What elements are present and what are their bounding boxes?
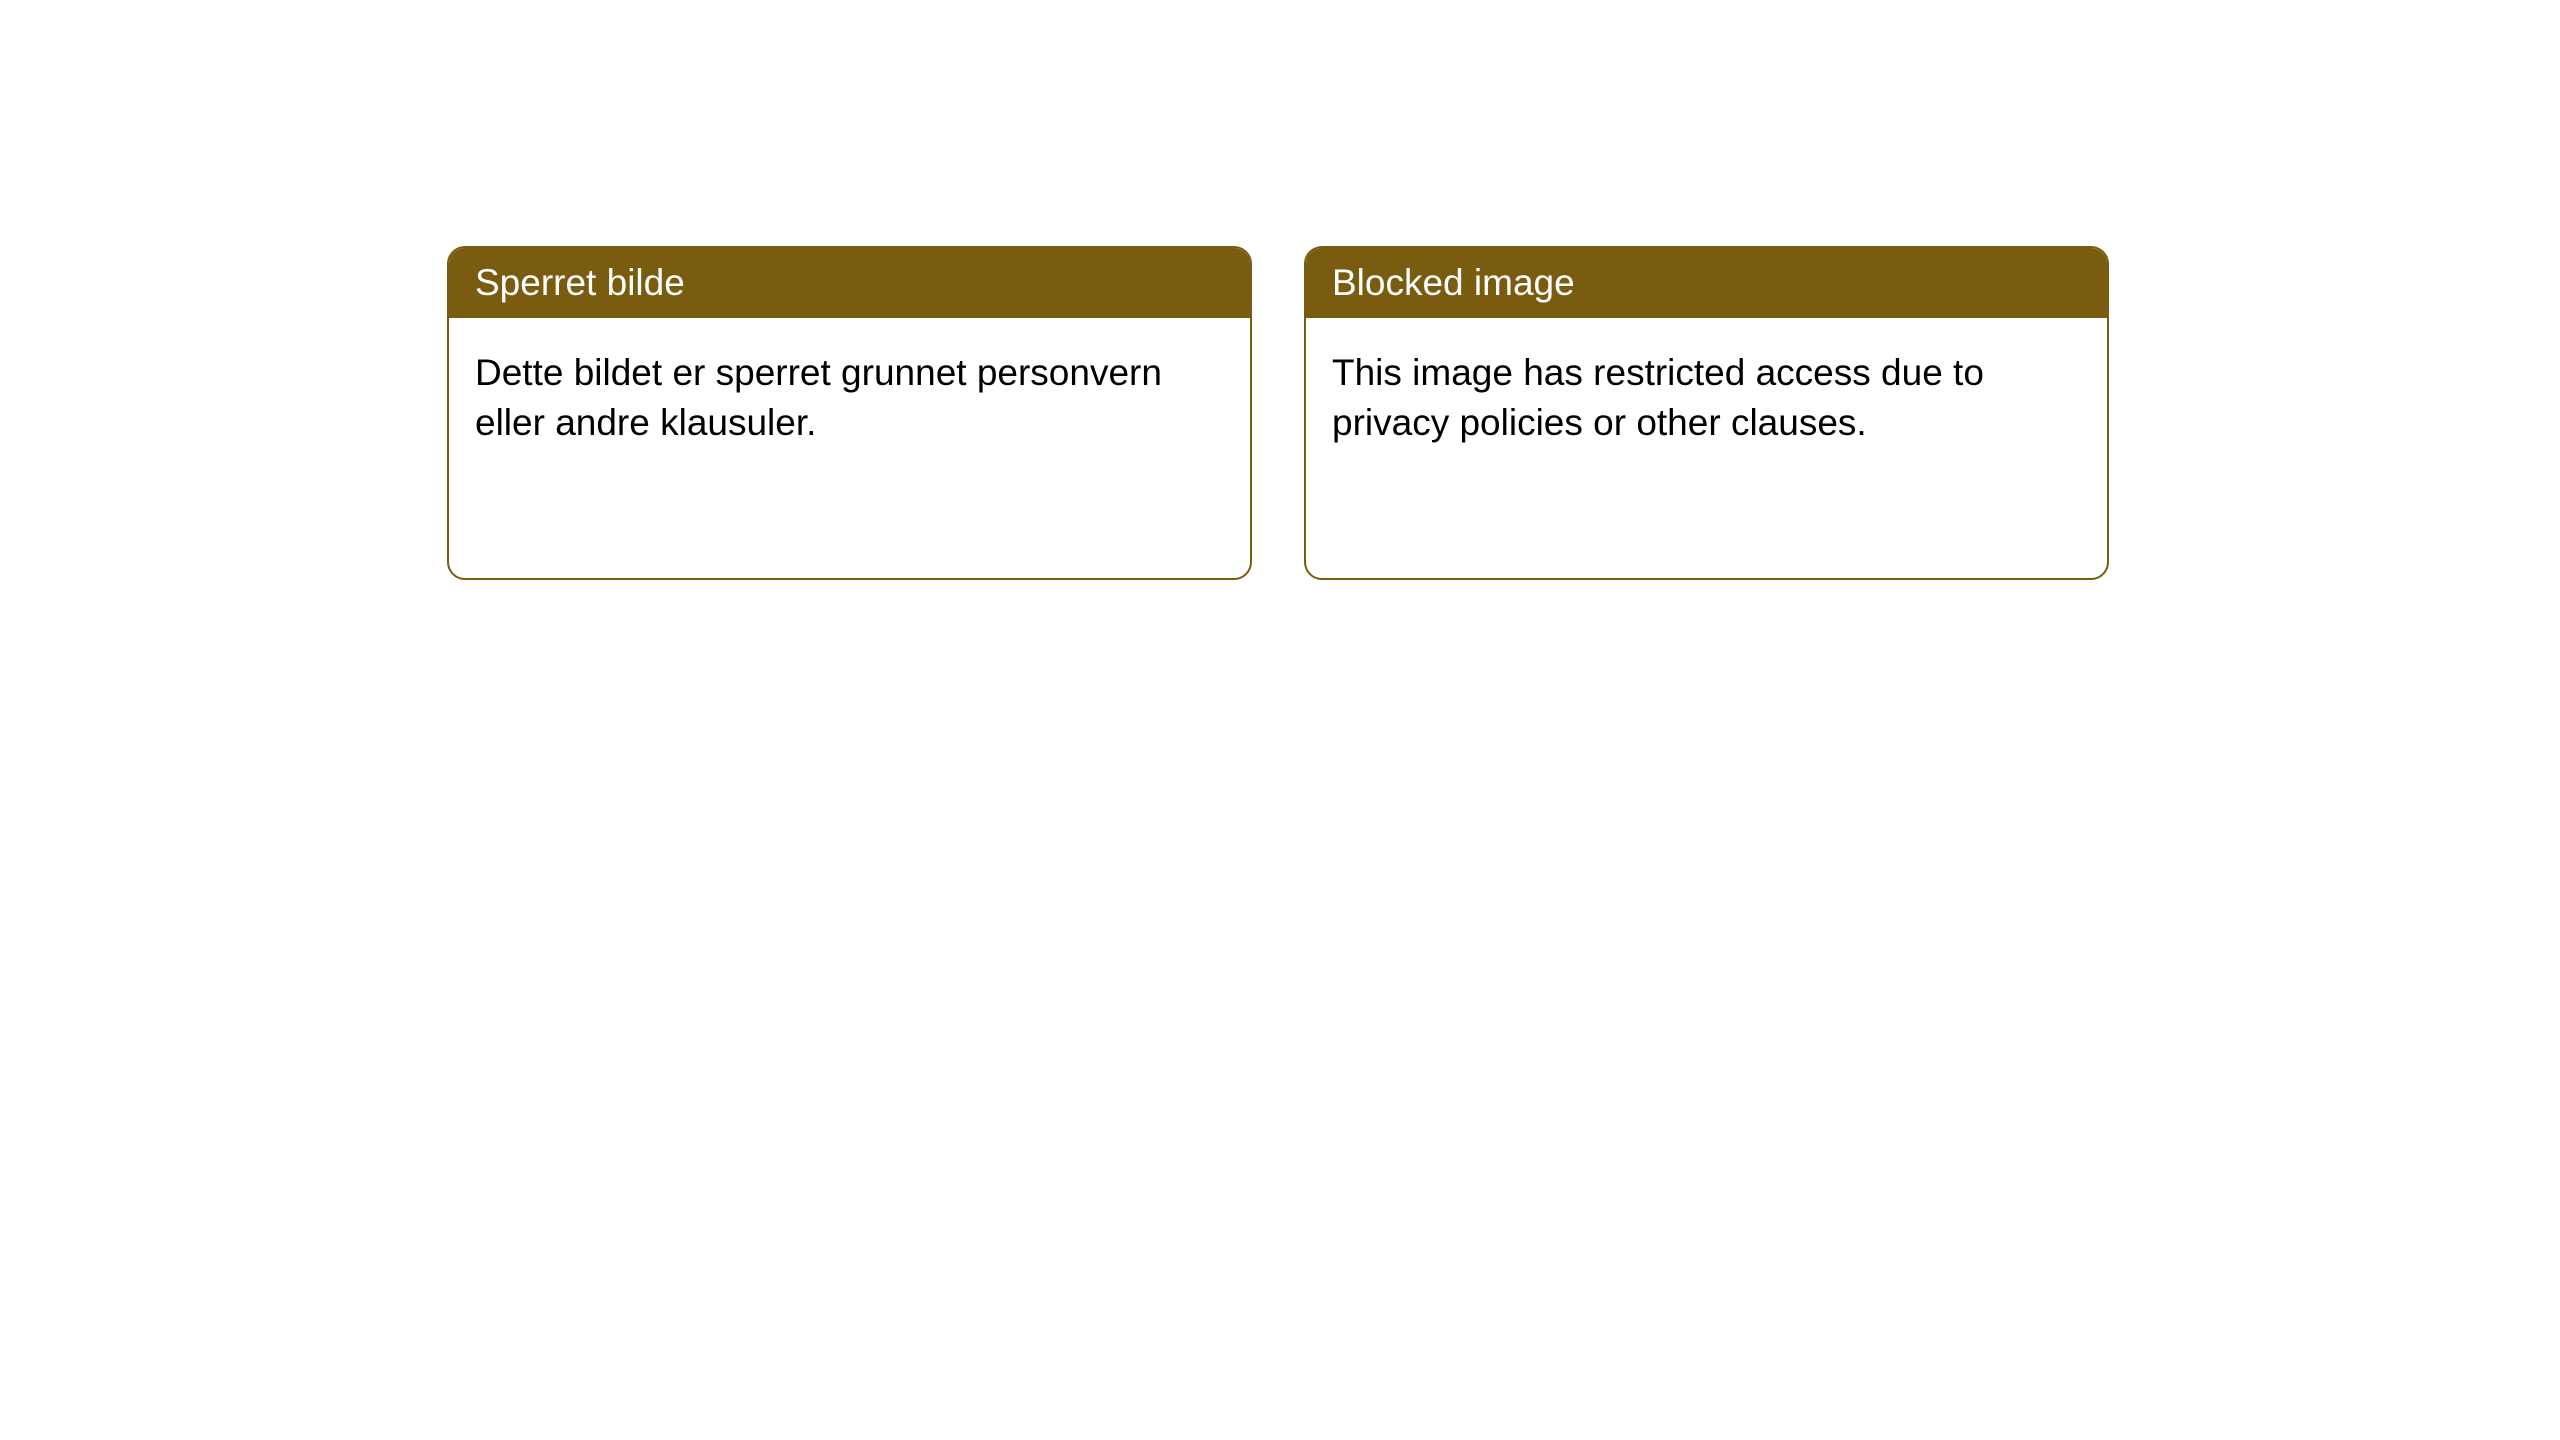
- notice-card-english: Blocked image This image has restricted …: [1304, 246, 2109, 580]
- card-body-text: This image has restricted access due to …: [1332, 352, 1984, 443]
- notice-cards-container: Sperret bilde Dette bildet er sperret gr…: [447, 246, 2109, 580]
- card-title: Blocked image: [1332, 262, 1575, 303]
- card-header: Blocked image: [1306, 248, 2107, 318]
- card-body-text: Dette bildet er sperret grunnet personve…: [475, 352, 1162, 443]
- card-header: Sperret bilde: [449, 248, 1250, 318]
- card-body: This image has restricted access due to …: [1306, 318, 2107, 578]
- notice-card-norwegian: Sperret bilde Dette bildet er sperret gr…: [447, 246, 1252, 580]
- card-body: Dette bildet er sperret grunnet personve…: [449, 318, 1250, 578]
- card-title: Sperret bilde: [475, 262, 685, 303]
